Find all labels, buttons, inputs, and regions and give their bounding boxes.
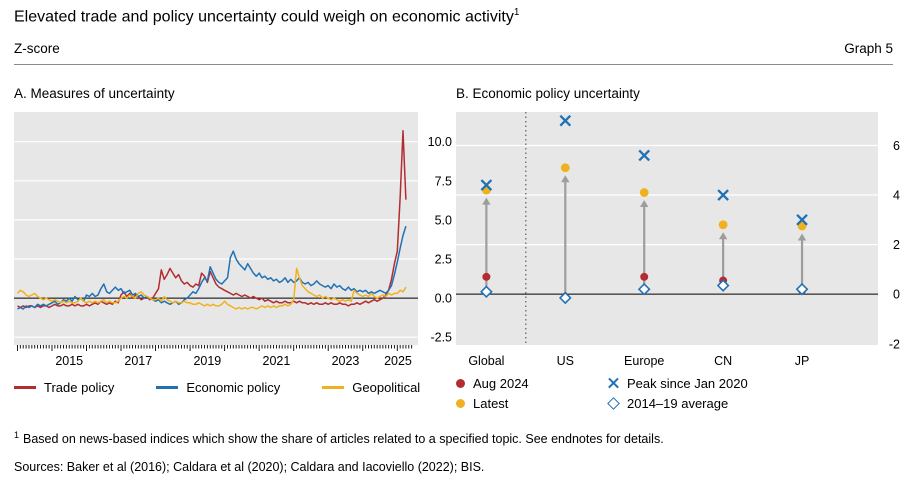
axis-unit-row: Z-score Graph 5 <box>14 41 893 65</box>
legend-item-economic-policy: Economic policy <box>156 380 280 395</box>
svg-text:2019: 2019 <box>193 354 221 368</box>
sources: Sources: Baker et al (2016); Caldara et … <box>14 460 485 474</box>
svg-text:JP: JP <box>795 354 810 368</box>
legend-item-peak: Peak since Jan 2020 <box>608 376 748 391</box>
legend-item-latest: Latest <box>456 396 608 411</box>
svg-text:-2: -2 <box>889 337 900 351</box>
svg-text:2: 2 <box>893 238 900 252</box>
legend-label-latest: Latest <box>473 395 509 411</box>
svg-text:2015: 2015 <box>55 354 83 368</box>
footnote: 1 Based on news-based indices which show … <box>14 430 664 446</box>
trade-policy-line-swatch <box>14 386 36 389</box>
legend-label-peak: Peak since Jan 2020 <box>627 375 748 391</box>
panel-b-title: B. Economic policy uncertainty <box>456 86 640 101</box>
legend-label-aug-2024: Aug 2024 <box>473 375 529 391</box>
svg-text:2.5: 2.5 <box>435 252 452 266</box>
svg-text:0.0: 0.0 <box>435 292 452 306</box>
panel-b-legend: Aug 2024 Latest Peak since Jan 2020 2014… <box>456 373 748 413</box>
svg-text:2021: 2021 <box>263 354 291 368</box>
average-diamond-icon <box>607 396 620 410</box>
latest-dot-swatch <box>456 398 465 408</box>
svg-text:2017: 2017 <box>124 354 152 368</box>
svg-text:0: 0 <box>893 288 900 302</box>
footnote-marker: 1 <box>14 430 20 440</box>
legend-label-economic-policy: Economic policy <box>186 380 281 395</box>
legend-item-geopolitical: Geopolitical <box>322 380 420 395</box>
svg-text:Global: Global <box>468 354 504 368</box>
svg-text:10.0: 10.0 <box>428 135 452 149</box>
panel-a-legend: Trade policy Economic policy Geopolitica… <box>14 380 420 395</box>
graph-number: Graph 5 <box>844 41 893 56</box>
panel-a-title: A. Measures of uncertainty <box>14 86 175 101</box>
page-title-text: Elevated trade and policy uncertainty co… <box>14 8 514 26</box>
legend-label-trade-policy: Trade policy <box>44 380 115 395</box>
svg-text:US: US <box>557 354 574 368</box>
economic-policy-line-swatch <box>156 386 179 389</box>
svg-text:2023: 2023 <box>332 354 360 368</box>
legend-item-trade-policy: Trade policy <box>14 380 114 395</box>
svg-text:Europe: Europe <box>624 354 664 368</box>
panel-b-plot: 6 4 2 0 -2 Global US Europe CN JP <box>456 112 900 368</box>
svg-text:4: 4 <box>893 189 900 203</box>
footnote-text: Based on news-based indices which show t… <box>23 432 664 447</box>
geopolitical-line-swatch <box>322 386 345 389</box>
svg-text:5.0: 5.0 <box>435 213 452 227</box>
aug-2024-dot-swatch <box>456 378 465 388</box>
svg-text:7.5: 7.5 <box>435 174 452 188</box>
title-footnote-marker: 1 <box>513 7 520 18</box>
legend-label-average: 2014–19 average <box>627 395 729 411</box>
panel-a-plot: 10.0 7.5 5.0 2.5 0.0 -2.5 2015 2017 2019 2021 2023… <box>14 112 452 368</box>
legend-label-geopolitical: Geopolitical <box>352 380 421 395</box>
svg-text:6: 6 <box>893 139 900 153</box>
peak-x-icon <box>608 378 619 389</box>
svg-text:2025: 2025 <box>384 354 412 368</box>
svg-text:-2.5: -2.5 <box>430 331 452 345</box>
unit-label: Z-score <box>14 41 60 56</box>
page-title: Elevated trade and policy uncertainty co… <box>14 7 519 26</box>
legend-item-average: 2014–19 average <box>607 395 748 411</box>
legend-item-aug-2024: Aug 2024 <box>456 376 608 391</box>
svg-text:CN: CN <box>714 354 732 368</box>
